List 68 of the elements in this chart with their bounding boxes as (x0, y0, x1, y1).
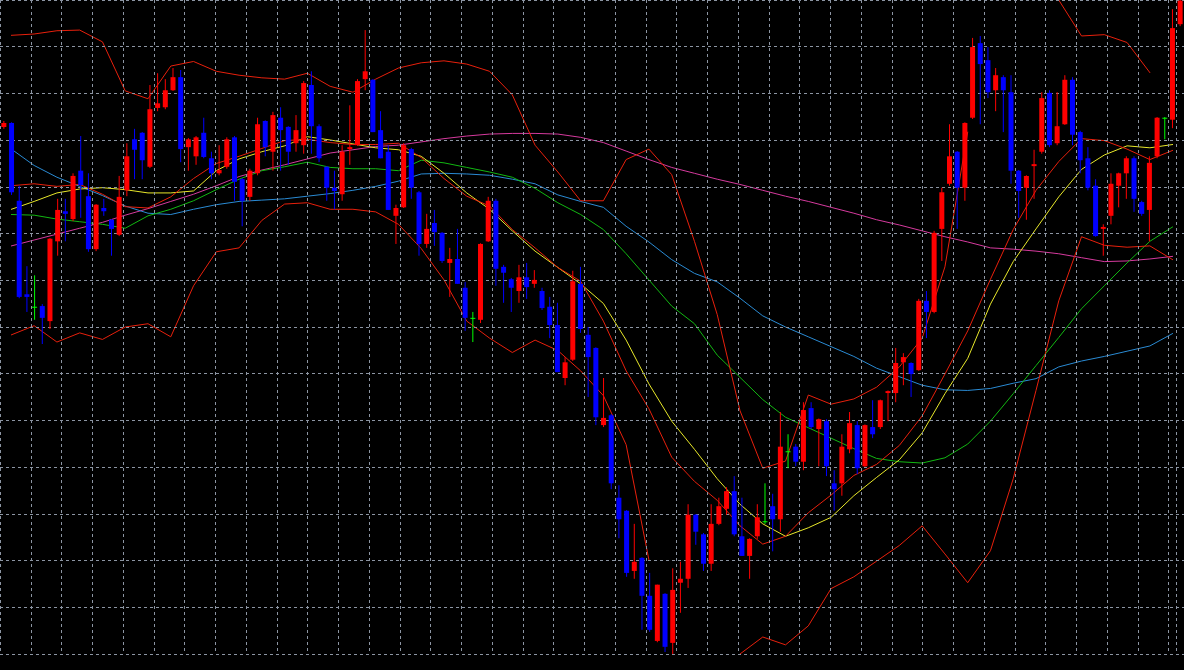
candlestick (508, 277, 514, 313)
candlestick (831, 469, 837, 512)
candlestick (1054, 91, 1060, 146)
candlestick (793, 443, 799, 467)
candlestick (1116, 172, 1122, 208)
candlestick (547, 296, 553, 339)
candlestick (716, 497, 722, 526)
candlestick (216, 144, 222, 176)
candlestick (808, 401, 814, 430)
candlestick (693, 513, 699, 546)
candlestick (1123, 155, 1129, 200)
candlestick (447, 247, 453, 298)
candlestick (470, 311, 476, 343)
candlestick (677, 561, 683, 614)
candlestick (431, 209, 437, 247)
candlestick (908, 361, 914, 398)
candlestick (562, 356, 568, 386)
candlestick (185, 137, 191, 172)
candlestick (293, 114, 299, 153)
candlestick (1016, 169, 1022, 219)
candlestick (762, 482, 768, 525)
candlestick (1100, 223, 1106, 257)
candlestick (39, 303, 45, 345)
candlestick (816, 418, 822, 467)
candlestick (32, 274, 38, 321)
candlestick (108, 218, 114, 257)
candlestick (239, 177, 245, 227)
candlestick (631, 523, 637, 580)
candlestick (516, 264, 522, 304)
candlestick (278, 106, 284, 172)
candlestick (524, 262, 530, 300)
candlestick (1031, 149, 1037, 200)
candlestick (739, 497, 745, 557)
candlestick (208, 151, 214, 180)
candlestick (1000, 74, 1006, 133)
candlestick (24, 265, 30, 313)
candlestick (770, 493, 776, 552)
candlestick (993, 67, 999, 112)
candlestick (1162, 116, 1168, 140)
candlestick (616, 484, 622, 539)
candlestick (170, 67, 176, 92)
candlestick (870, 399, 876, 439)
candlestick (424, 213, 430, 249)
candlestick (885, 389, 891, 422)
candlestick (331, 170, 337, 210)
candlestick (754, 503, 760, 540)
candlestick (362, 29, 368, 91)
candlestick (393, 204, 399, 245)
candlestick (1023, 174, 1029, 221)
candlestick (62, 198, 68, 242)
candlestick (193, 135, 199, 166)
candlestick (724, 486, 730, 516)
candlestick (132, 128, 138, 180)
candlestick (347, 104, 353, 166)
candlestick (324, 165, 330, 202)
candlestick (747, 537, 753, 580)
candlestick (162, 78, 168, 110)
candlestick (923, 290, 929, 339)
candlestick (585, 326, 591, 398)
candlestick (78, 135, 84, 219)
candlestick (1177, 0, 1183, 27)
candlestick (977, 35, 983, 125)
candlestick (539, 287, 545, 311)
candlestick (601, 377, 607, 428)
candlestick (501, 264, 507, 304)
candlestick (785, 433, 791, 469)
candlestick (155, 72, 161, 112)
candlestick (900, 352, 906, 386)
